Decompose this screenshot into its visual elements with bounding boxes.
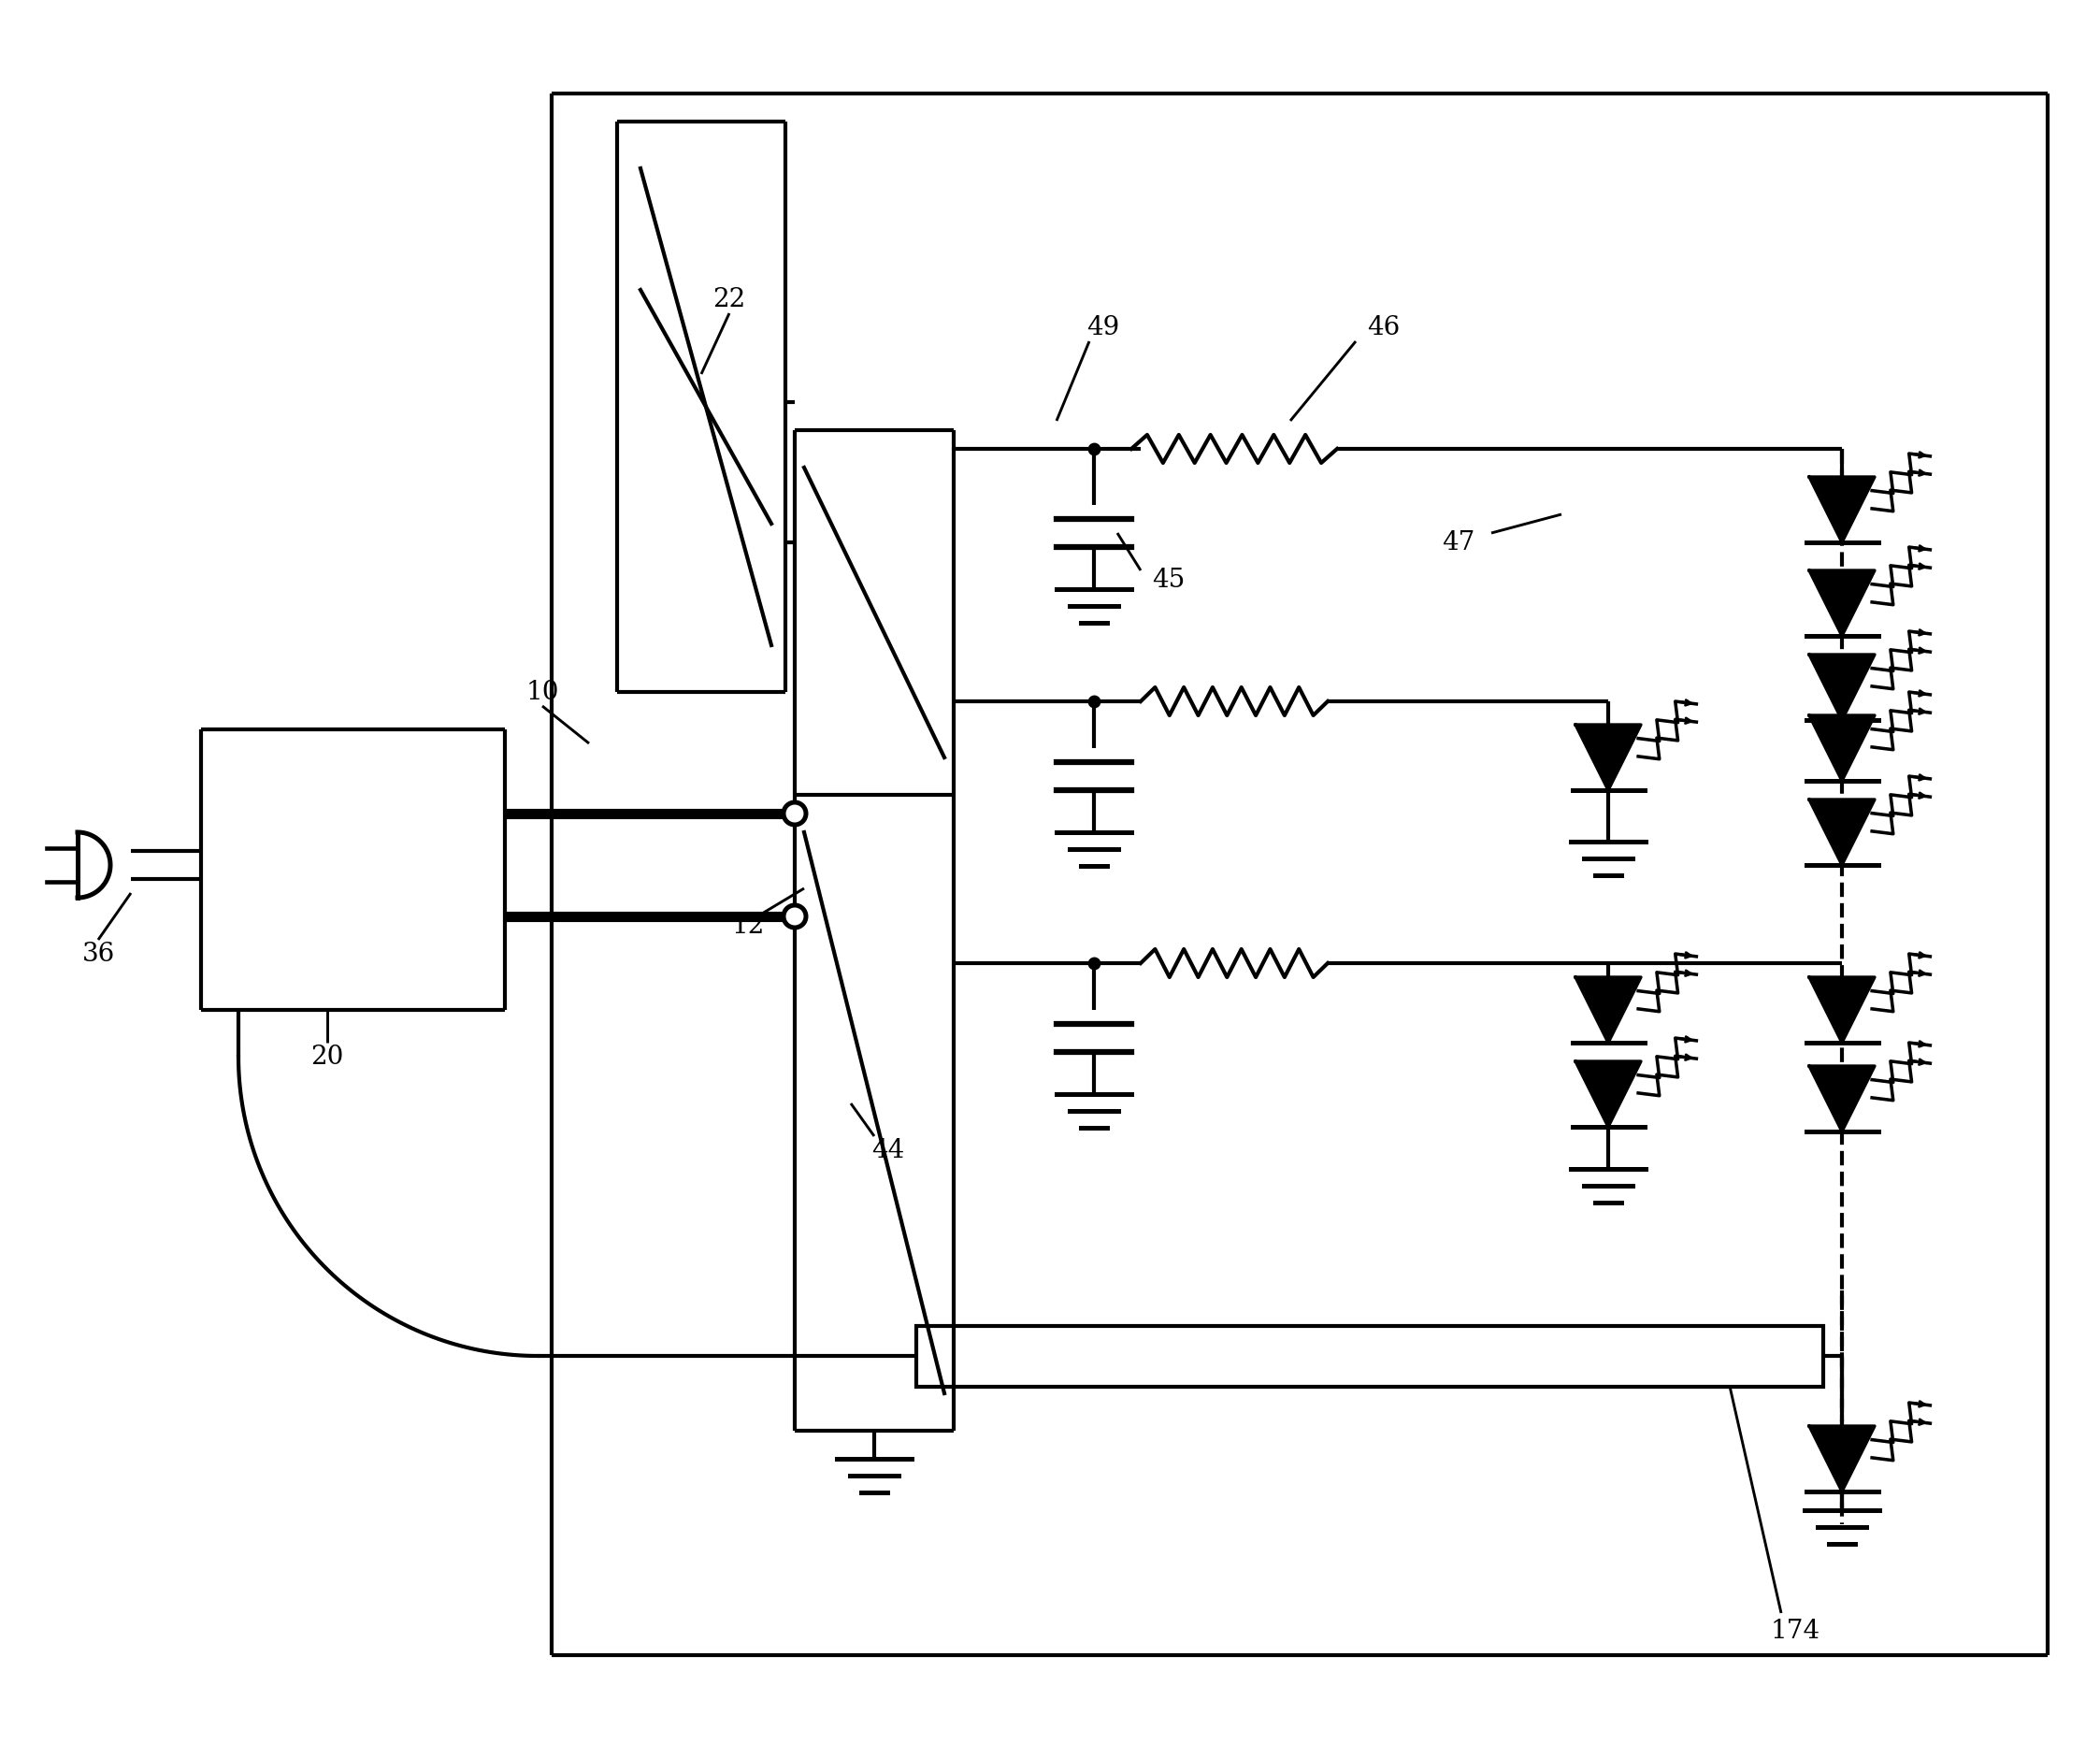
Polygon shape: [1810, 1426, 1875, 1491]
Polygon shape: [1575, 977, 1640, 1042]
Polygon shape: [1810, 570, 1875, 636]
Text: 46: 46: [1367, 315, 1401, 339]
Polygon shape: [1810, 654, 1875, 721]
Polygon shape: [1575, 1062, 1640, 1127]
Text: 174: 174: [1770, 1619, 1821, 1644]
Text: 10: 10: [525, 679, 559, 705]
Text: 45: 45: [1153, 568, 1184, 592]
Text: 22: 22: [712, 287, 745, 311]
Circle shape: [783, 905, 806, 928]
Polygon shape: [1810, 800, 1875, 865]
Polygon shape: [1810, 1065, 1875, 1132]
Circle shape: [783, 802, 806, 825]
Bar: [916, 1326, 1823, 1387]
Polygon shape: [1575, 724, 1640, 789]
Text: 47: 47: [1443, 529, 1474, 556]
Polygon shape: [1810, 716, 1875, 781]
Polygon shape: [1810, 977, 1875, 1042]
Text: 12: 12: [731, 912, 764, 939]
Text: 20: 20: [311, 1044, 344, 1069]
Polygon shape: [1810, 476, 1875, 543]
Text: 44: 44: [871, 1137, 905, 1162]
Text: 36: 36: [82, 941, 116, 967]
Text: 49: 49: [1088, 315, 1119, 339]
